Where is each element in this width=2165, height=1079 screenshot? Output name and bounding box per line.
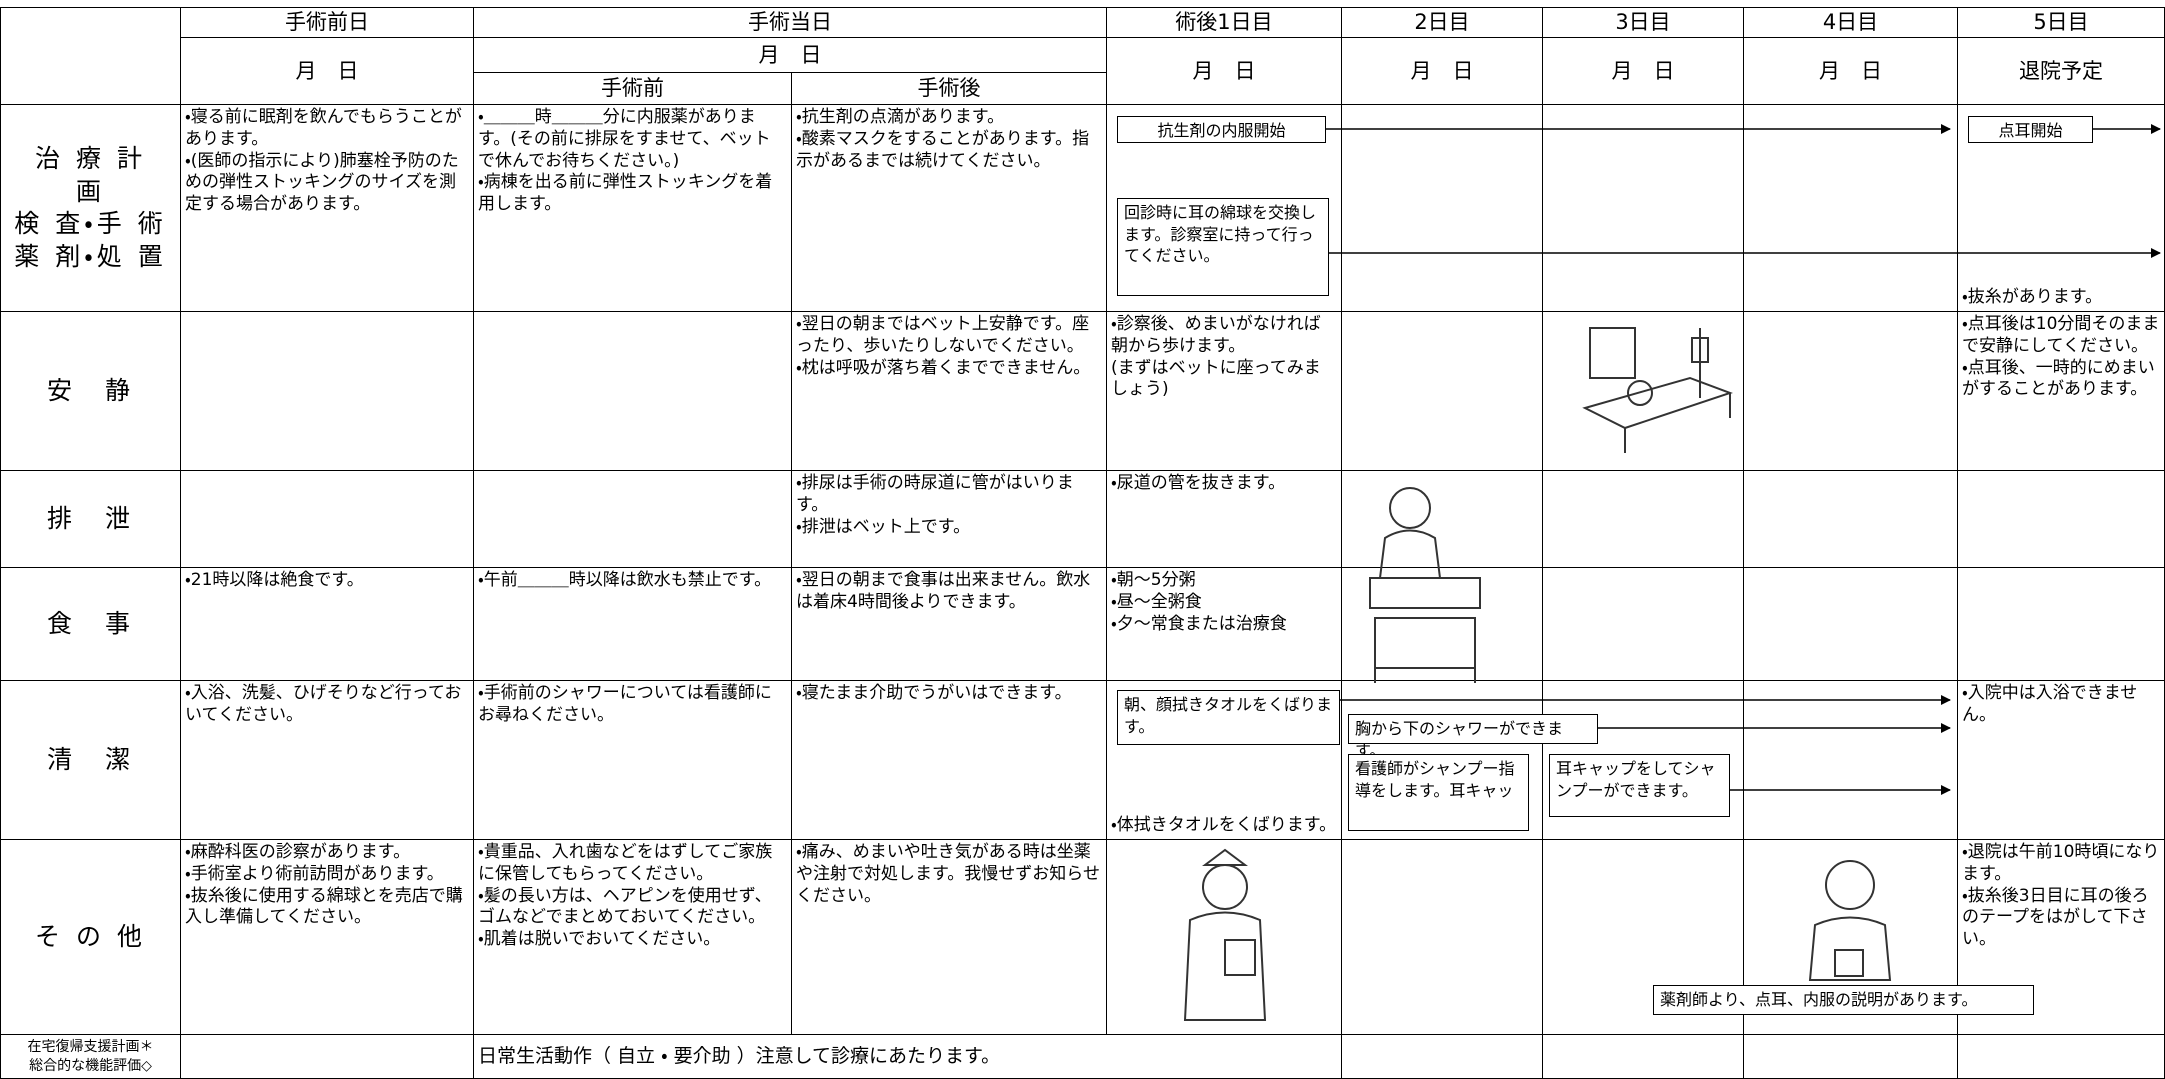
cell-text: ・手術前のシャワーについては看護師にお尋ねください。 bbox=[473, 680, 792, 840]
empty-cell bbox=[1341, 470, 1543, 568]
note-box: 看護師がシャンプー指導をします。耳キャッ bbox=[1348, 754, 1529, 831]
empty-cell bbox=[1957, 567, 2165, 681]
empty-cell bbox=[180, 311, 474, 471]
cell-text: ・入院中は入浴できません。 bbox=[1957, 680, 2165, 840]
row-label: そ の 他 bbox=[0, 839, 181, 1035]
illustration-part bbox=[1589, 327, 1636, 379]
empty-cell bbox=[1341, 104, 1543, 312]
note-box: 胸から下のシャワーができます。 bbox=[1348, 714, 1598, 760]
empty-cell bbox=[1542, 470, 1744, 568]
note-box: 耳キャップをしてシャンプーができます。 bbox=[1549, 754, 1730, 817]
illustration-part bbox=[1202, 864, 1248, 910]
row-label: 在宅復帰支援計画＊ 総合的な機能評価◇ bbox=[0, 1034, 181, 1079]
illustration-part bbox=[1825, 860, 1875, 910]
column-header: 5日目 bbox=[1957, 7, 2165, 38]
cell-text: ・痛み、めまいや吐き気がある時は坐薬や注射で対処します。我慢せずお知らせください… bbox=[791, 839, 1107, 1035]
cell-text: 日常生活動作（ 自立 ・ 要介助 ）注意して診療にあたります。 bbox=[473, 1034, 1342, 1079]
cell-text: ・排尿は手術の時尿道に管がはいります。 ・排泄はベット上です。 bbox=[791, 470, 1107, 568]
illustration-part bbox=[1378, 529, 1442, 579]
subcolumn-header: 手術前 bbox=[473, 72, 792, 105]
empty-cell bbox=[1542, 104, 1744, 312]
illustration-part bbox=[1808, 916, 1892, 981]
cell-text: ・寝る前に眠剤を飲んでもらうことがあります。 ・(医師の指示により)肺塞栓予防の… bbox=[180, 104, 474, 312]
cell-text: ・点耳後は10分間そのままで安静にしてください。 ・点耳後、一時的にめまいがする… bbox=[1957, 311, 2165, 471]
illustration-pharmacist bbox=[1808, 860, 1892, 981]
column-header: 2日目 bbox=[1341, 7, 1543, 38]
illustration-part bbox=[1834, 949, 1864, 977]
illustration-nurse bbox=[1183, 848, 1267, 1021]
illustration-part bbox=[1627, 380, 1653, 406]
note-box: 朝、顔拭きタオルをくばります。 bbox=[1117, 690, 1340, 745]
illustration-part bbox=[1224, 939, 1256, 976]
cell-text: ・朝～5分粥 ・昼～全粥食 ・夕～常食または治療食 bbox=[1106, 567, 1342, 681]
illustration-part bbox=[1374, 617, 1476, 669]
empty-cell bbox=[1957, 1034, 2165, 1079]
row-label: 食 事 bbox=[0, 567, 181, 681]
cell-text: ・抗生剤の点滴があります。 ・酸素マスクをすることがあります。指示があるまでは続… bbox=[791, 104, 1107, 312]
empty-cell bbox=[1743, 104, 1958, 312]
cell-content: ・体拭きタオルをくばります。 bbox=[1111, 815, 1337, 836]
cell-text: ・麻酔科医の診察があります。 ・手術室より術前訪問があります。 ・抜糸後に使用す… bbox=[180, 839, 474, 1035]
cell-text: ・寝たまま介助でうがいはできます。 bbox=[791, 680, 1107, 840]
illustration-bed bbox=[1582, 327, 1733, 453]
illustration-part bbox=[1369, 577, 1481, 609]
cell-text: ・入浴、洗髪、ひげそりなど行っておいてください。 bbox=[180, 680, 474, 840]
note-box: 抗生剤の内服開始 bbox=[1117, 116, 1326, 143]
date-header: 月 日 bbox=[1341, 37, 1543, 105]
cell-text: ・＿＿＿時＿＿＿分に内服薬があります。(その前に排尿をすませて、ベットで休んでお… bbox=[473, 104, 792, 312]
illustration-part bbox=[1691, 337, 1709, 363]
row-label: 清 潔 bbox=[0, 680, 181, 840]
cell-text: ・翌日の朝まで食事は出来ません。飲水は着床4時間後よりできます。 bbox=[791, 567, 1107, 681]
cell-text: ・診察後、めまいがなければ朝から歩けます。 (まずはベットに座ってみましょう) bbox=[1106, 311, 1342, 471]
column-header: 術後1日目 bbox=[1106, 7, 1342, 38]
empty-cell bbox=[1542, 567, 1744, 681]
cell-content: ・抜糸があります。 bbox=[1962, 287, 2103, 308]
date-header: 月 日 bbox=[1542, 37, 1744, 105]
empty-cell bbox=[1743, 470, 1958, 568]
empty-cell bbox=[1341, 839, 1543, 1035]
date-header: 退院予定 bbox=[1957, 37, 2165, 105]
empty-cell bbox=[1743, 311, 1958, 471]
empty-cell bbox=[1957, 470, 2165, 568]
illustration-part bbox=[1183, 911, 1267, 1021]
date-header: 月 日 bbox=[1743, 37, 1958, 105]
illustration-meal bbox=[1369, 487, 1481, 683]
illustration-part bbox=[1389, 487, 1431, 529]
empty-cell bbox=[1743, 567, 1958, 681]
empty-cell bbox=[1106, 839, 1342, 1035]
empty-cell bbox=[1341, 1034, 1543, 1079]
row-label: 排 泄 bbox=[0, 470, 181, 568]
cell-text: ・尿道の管を抜きます。 bbox=[1106, 470, 1342, 568]
empty-cell bbox=[1542, 1034, 1744, 1079]
note-box: 薬剤師より、点耳、内服の説明があります。 bbox=[1653, 985, 2034, 1015]
illustration-part bbox=[1202, 848, 1248, 866]
cell-text: ・貴重品、入れ歯などをはずしてご家族に保管してもらってください。 ・髪の長い方は… bbox=[473, 839, 792, 1035]
cell-text: ・21時以降は絶食です。 bbox=[180, 567, 474, 681]
illustration-part bbox=[1582, 376, 1733, 430]
note-box: 点耳開始 bbox=[1968, 116, 2093, 143]
note-box: 回診時に耳の綿球を交換します。診察室に持って行ってください。 bbox=[1117, 198, 1329, 296]
empty-cell bbox=[473, 311, 792, 471]
